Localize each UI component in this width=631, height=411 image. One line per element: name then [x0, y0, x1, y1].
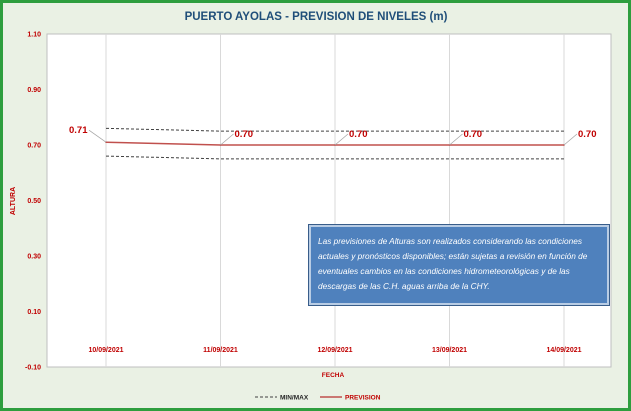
data-label: 0.70 — [464, 129, 483, 140]
data-label: 0.70 — [349, 129, 368, 140]
data-label-leader — [563, 133, 578, 146]
data-label: 0.71 — [69, 125, 88, 136]
plot-area — [46, 33, 612, 368]
y-tick-label: 0.50 — [27, 198, 41, 205]
y-tick-label: 0.70 — [27, 143, 41, 150]
data-label: 0.70 — [235, 129, 254, 140]
y-tick-label: 1.10 — [27, 32, 41, 39]
x-tick-label: 13/09/2021 — [432, 347, 467, 354]
y-tick-label: 0.30 — [27, 254, 41, 261]
x-tick-label: 12/09/2021 — [317, 347, 352, 354]
data-label-leader — [88, 129, 107, 143]
chart-title: PUERTO AYOLAS - PREVISION DE NIVELES (m) — [185, 11, 448, 23]
x-tick-label: 10/09/2021 — [88, 347, 123, 354]
data-label-leader — [449, 133, 463, 146]
data-label: 0.70 — [578, 129, 597, 140]
series-line-minmax-min — [105, 155, 564, 160]
disclaimer-note: Las previsiones de Alturas son realizado… — [309, 225, 609, 305]
y-tick-label: 0.10 — [27, 309, 41, 316]
data-label-leader — [220, 133, 234, 146]
y-tick-label: -0.10 — [25, 365, 41, 372]
data-label-leader — [334, 133, 349, 146]
x-axis-label: FECHA — [322, 372, 345, 379]
legend-label-minmax: MIN/MAX — [280, 395, 309, 402]
y-tick-label: 0.90 — [27, 87, 41, 94]
x-tick-label: 11/09/2021 — [203, 347, 238, 354]
legend-label-prevision: PREVISION — [345, 395, 381, 402]
y-axis-label: ALTURA — [10, 187, 17, 215]
x-tick-label: 14/09/2021 — [546, 347, 581, 354]
series-line-minmax-max — [105, 127, 564, 132]
